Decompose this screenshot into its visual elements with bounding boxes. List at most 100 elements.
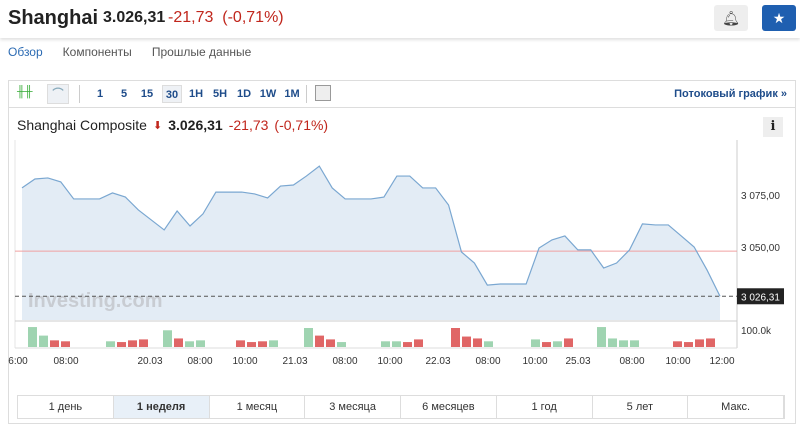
volume-bar <box>484 341 493 347</box>
page-title: Shanghai <box>8 7 99 29</box>
chart-change: -21,73 <box>228 117 269 133</box>
volume-bar <box>28 327 37 347</box>
volume-bar <box>564 338 573 347</box>
candlestick-icon[interactable]: ╫╫ <box>17 86 33 98</box>
volume-bar <box>608 338 617 347</box>
range-button[interactable]: 6 месяцев <box>401 396 497 418</box>
volume-bar <box>630 340 639 347</box>
timeframe-1M[interactable]: 1M <box>284 88 300 100</box>
header-price: 3.026,31 <box>103 9 166 26</box>
x-tick-label: 10:00 <box>377 356 402 367</box>
x-tick-label: 10:00 <box>522 356 547 367</box>
chart-toolbar: ╫╫ ⌒ 1 5 15 30 1H 5H 1D 1W 1M Потоковый график » <box>9 81 795 108</box>
x-tick-label: 21.03 <box>282 356 307 367</box>
range-button[interactable]: 3 месяца <box>305 396 401 418</box>
volume-bar <box>542 342 551 347</box>
volume-bar <box>392 341 401 347</box>
arrow-down-icon: ⬇ <box>152 119 163 132</box>
volume-scale-label: 100.0k <box>741 326 772 337</box>
volume-bar <box>403 342 412 347</box>
instrument-name: Shanghai Composite <box>17 117 147 133</box>
tab-overview[interactable]: Обзор <box>8 45 43 59</box>
volume-bar <box>139 339 148 347</box>
volume-bar <box>61 341 70 347</box>
volume-bar <box>695 339 704 347</box>
x-tick-label: 10:00 <box>665 356 690 367</box>
area-fill <box>22 166 720 320</box>
last-value-label: 3 026,31 <box>741 292 780 303</box>
volume-bar <box>258 341 267 347</box>
x-tick-label: 20.03 <box>137 356 162 367</box>
volume-bar <box>553 341 562 347</box>
volume-bar <box>196 340 205 347</box>
table-icon[interactable] <box>315 85 331 101</box>
volume-bar <box>106 341 115 347</box>
tab-historical[interactable]: Прошлые данные <box>151 45 252 59</box>
header: Shanghai 3.026,31 -21,73 (-0,71%) 🔔︎ ★ <box>0 0 800 38</box>
price-line <box>21 165 721 297</box>
area-chart-icon[interactable]: ⌒ <box>47 84 69 104</box>
timeframe-1D[interactable]: 1D <box>236 88 252 100</box>
volume-bar <box>451 328 460 347</box>
volume-bar <box>684 342 693 347</box>
volume-bar <box>414 339 423 347</box>
timeframe-5H[interactable]: 5H <box>212 88 228 100</box>
x-tick-label: 08:00 <box>332 356 357 367</box>
x-tick-label: 12:00 <box>709 356 734 367</box>
watermark: Investing.com <box>28 290 162 312</box>
watchlist-button[interactable]: ★ <box>762 5 796 31</box>
volume-bar <box>236 340 245 347</box>
volume-bar <box>174 338 183 347</box>
y-tick-label: 3 050,00 <box>741 243 780 254</box>
timeframe-1H[interactable]: 1H <box>188 88 204 100</box>
chart-title: Shanghai Composite ⬇ 3.026,31 -21,73 (-0… <box>17 117 328 133</box>
timeframe-30[interactable]: 30 <box>162 85 182 103</box>
range-button[interactable]: 1 месяц <box>210 396 306 418</box>
volume-bar <box>381 341 390 347</box>
change-value: -21,73 <box>168 9 214 26</box>
volume-bar <box>117 342 126 347</box>
volume-bar <box>247 342 256 347</box>
volume-bar <box>39 335 48 347</box>
x-tick-label: 08:00 <box>619 356 644 367</box>
y-tick-label: 3 075,00 <box>741 191 780 202</box>
tab-components[interactable]: Компоненты <box>62 45 132 59</box>
chart-price: 3.026,31 <box>168 117 223 133</box>
range-button[interactable]: 1 день <box>18 396 114 418</box>
timeframe-1[interactable]: 1 <box>96 88 104 100</box>
star-icon: ★ <box>772 9 786 26</box>
volume-bar <box>50 340 59 347</box>
alert-button[interactable]: 🔔︎ <box>714 5 748 31</box>
x-tick-label: 10:00 <box>232 356 257 367</box>
streaming-chart-link[interactable]: Потоковый график » <box>674 88 787 100</box>
x-tick-label: 08:00 <box>475 356 500 367</box>
change-pct: (-0,71%) <box>222 9 284 26</box>
x-tick-label: 08:00 <box>187 356 212 367</box>
info-button[interactable]: i <box>763 117 783 137</box>
range-button[interactable]: 1 год <box>497 396 593 418</box>
volume-bar <box>473 338 482 347</box>
bell-plus-icon: 🔔︎ <box>722 9 740 26</box>
chart-change-pct: (-0,71%) <box>274 117 329 133</box>
volume-bar <box>315 335 324 347</box>
range-button[interactable]: 1 неделя <box>113 396 210 418</box>
nav-tabs: Обзор Компоненты Прошлые данные <box>8 45 251 59</box>
volume-bar <box>337 342 346 347</box>
timeframe-1W[interactable]: 1W <box>259 88 277 100</box>
timeframe-5[interactable]: 5 <box>120 88 128 100</box>
x-tick-label: 6:00 <box>8 356 28 367</box>
volume-bar <box>706 338 715 347</box>
volume-bar <box>304 328 313 347</box>
timeframe-15[interactable]: 15 <box>140 88 154 100</box>
volume-bar <box>462 336 471 347</box>
x-tick-label: 25.03 <box>565 356 590 367</box>
range-button[interactable]: 5 лет <box>593 396 689 418</box>
volume-bar <box>128 340 137 347</box>
volume-bar <box>185 341 194 347</box>
x-tick-label: 08:00 <box>53 356 78 367</box>
range-button[interactable]: Макс. <box>688 396 784 418</box>
volume-bar <box>673 341 682 347</box>
volume-bar <box>597 327 606 347</box>
range-selector: 1 день 1 неделя 1 месяц 3 месяца 6 месяцев 1 … <box>17 395 785 419</box>
